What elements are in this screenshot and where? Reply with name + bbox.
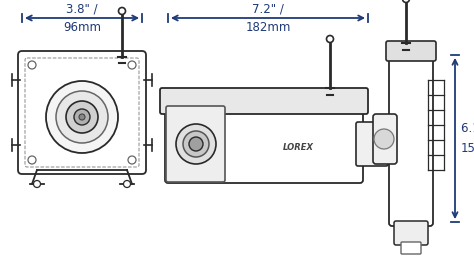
Circle shape	[118, 8, 126, 15]
FancyBboxPatch shape	[165, 105, 363, 183]
Circle shape	[56, 91, 108, 143]
Circle shape	[128, 156, 136, 164]
FancyBboxPatch shape	[18, 51, 146, 174]
Circle shape	[128, 61, 136, 69]
FancyBboxPatch shape	[394, 221, 428, 245]
FancyBboxPatch shape	[401, 242, 421, 254]
Circle shape	[327, 36, 334, 43]
FancyBboxPatch shape	[389, 52, 433, 226]
Circle shape	[28, 156, 36, 164]
Circle shape	[46, 81, 118, 153]
Circle shape	[28, 61, 36, 69]
Text: 154mm: 154mm	[461, 143, 474, 155]
FancyBboxPatch shape	[373, 114, 397, 164]
Circle shape	[374, 129, 394, 149]
Text: 3.8" /: 3.8" /	[66, 2, 98, 15]
Circle shape	[189, 137, 203, 151]
Text: 6.1" /: 6.1" /	[461, 122, 474, 134]
FancyBboxPatch shape	[386, 41, 436, 61]
Circle shape	[34, 181, 40, 188]
Text: 96mm: 96mm	[63, 21, 101, 34]
Circle shape	[183, 131, 209, 157]
Circle shape	[79, 114, 85, 120]
Circle shape	[66, 101, 98, 133]
FancyBboxPatch shape	[356, 122, 388, 166]
Text: 182mm: 182mm	[246, 21, 291, 34]
FancyBboxPatch shape	[166, 106, 225, 182]
Circle shape	[74, 109, 90, 125]
Text: LOREX: LOREX	[283, 143, 313, 153]
Circle shape	[176, 124, 216, 164]
Circle shape	[402, 0, 410, 3]
FancyBboxPatch shape	[160, 88, 368, 114]
Circle shape	[124, 181, 130, 188]
Text: 7.2" /: 7.2" /	[252, 2, 284, 15]
